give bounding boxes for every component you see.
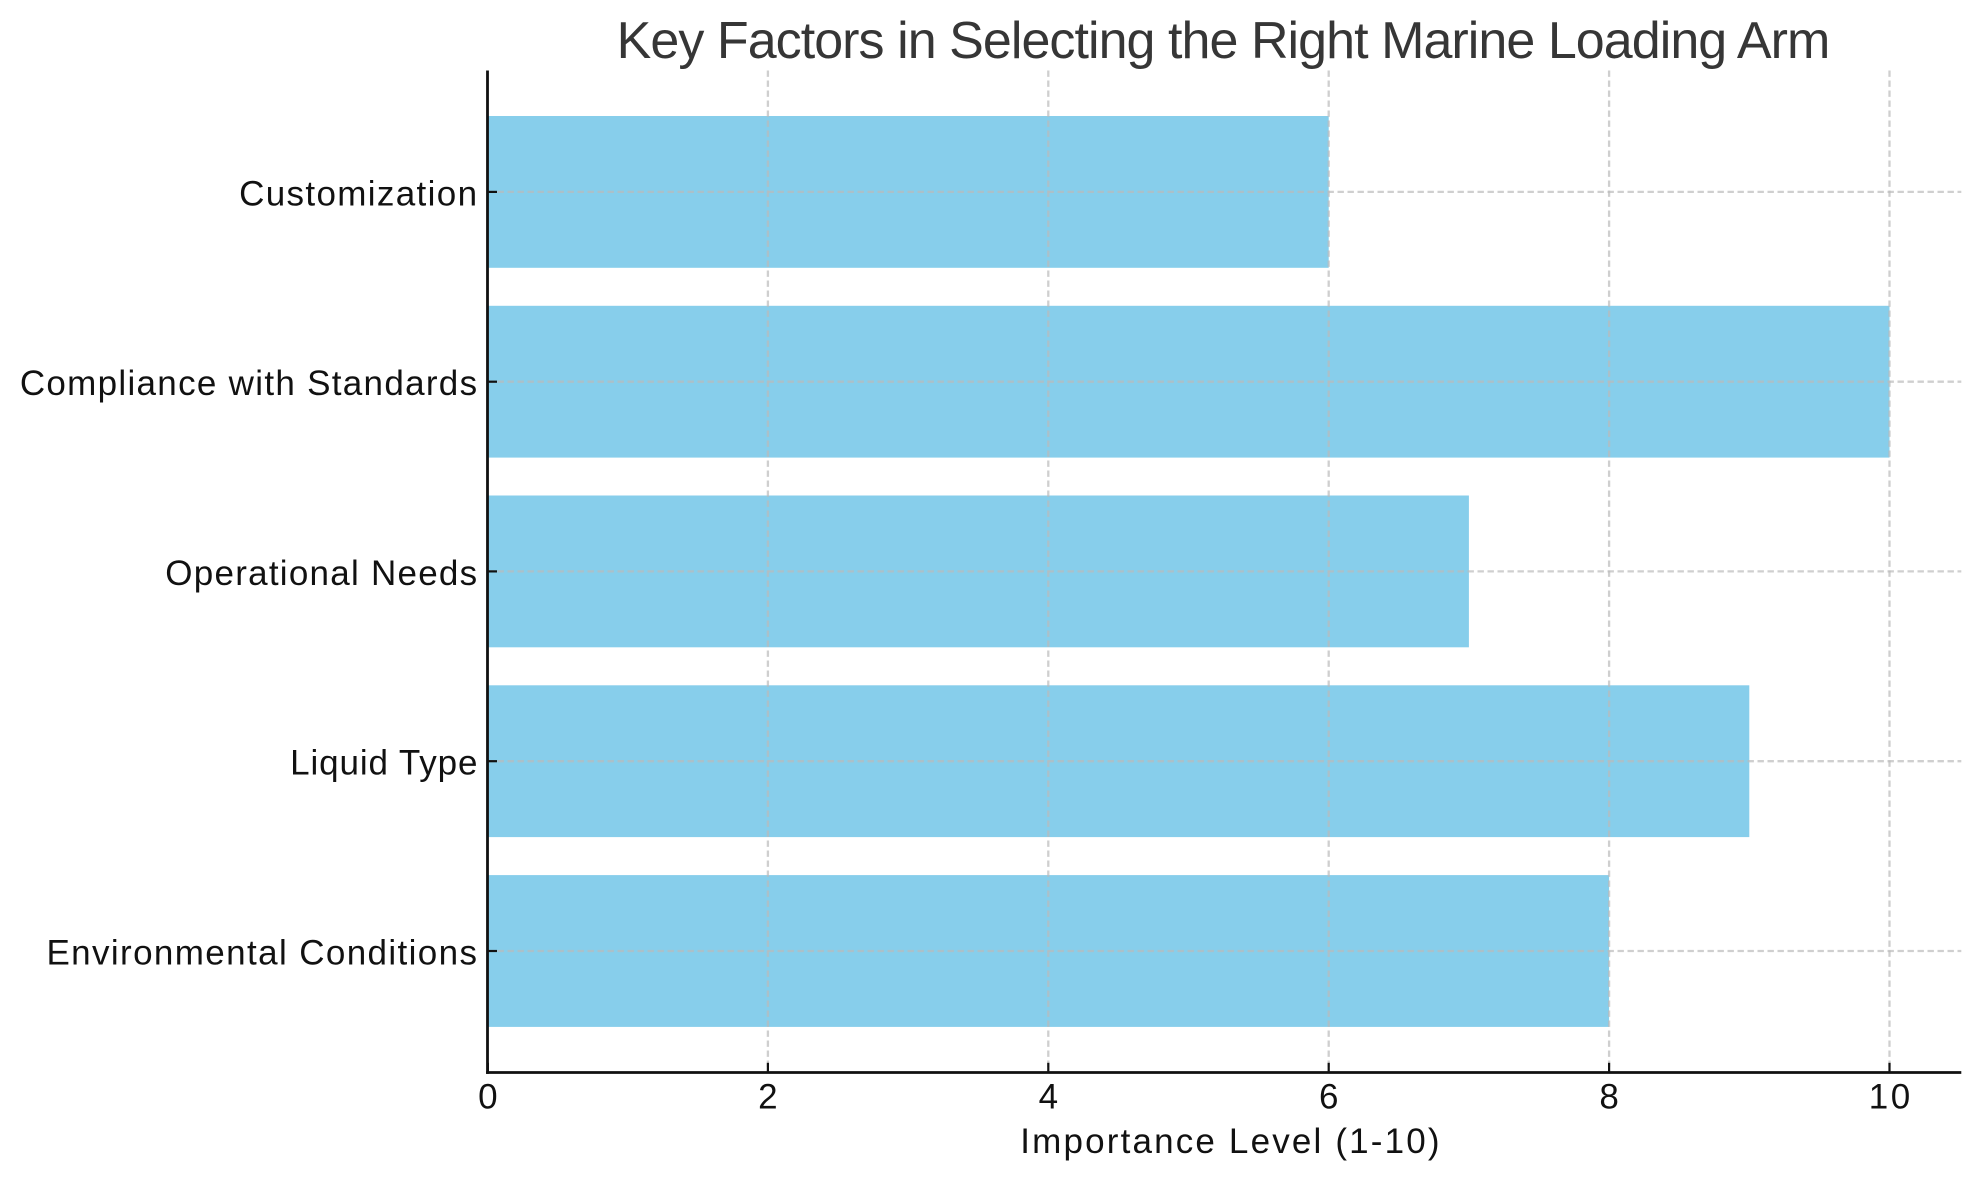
svg-text:Importance Level (1-10): Importance Level (1-10) bbox=[1020, 1122, 1441, 1161]
svg-text:8: 8 bbox=[1599, 1078, 1618, 1117]
svg-text:2: 2 bbox=[758, 1078, 777, 1117]
svg-text:Compliance with Standards: Compliance with Standards bbox=[20, 364, 479, 403]
svg-text:0: 0 bbox=[478, 1078, 497, 1117]
svg-text:Key Factors in Selecting the R: Key Factors in Selecting the Right Marin… bbox=[617, 12, 1830, 70]
svg-text:Environmental Conditions: Environmental Conditions bbox=[46, 934, 478, 973]
svg-text:6: 6 bbox=[1319, 1078, 1338, 1117]
svg-text:Customization: Customization bbox=[239, 174, 478, 213]
svg-text:Liquid Type: Liquid Type bbox=[290, 744, 478, 783]
svg-text:10: 10 bbox=[1869, 1078, 1913, 1117]
svg-text:4: 4 bbox=[1039, 1078, 1058, 1117]
svg-text:Operational Needs: Operational Needs bbox=[165, 554, 478, 593]
